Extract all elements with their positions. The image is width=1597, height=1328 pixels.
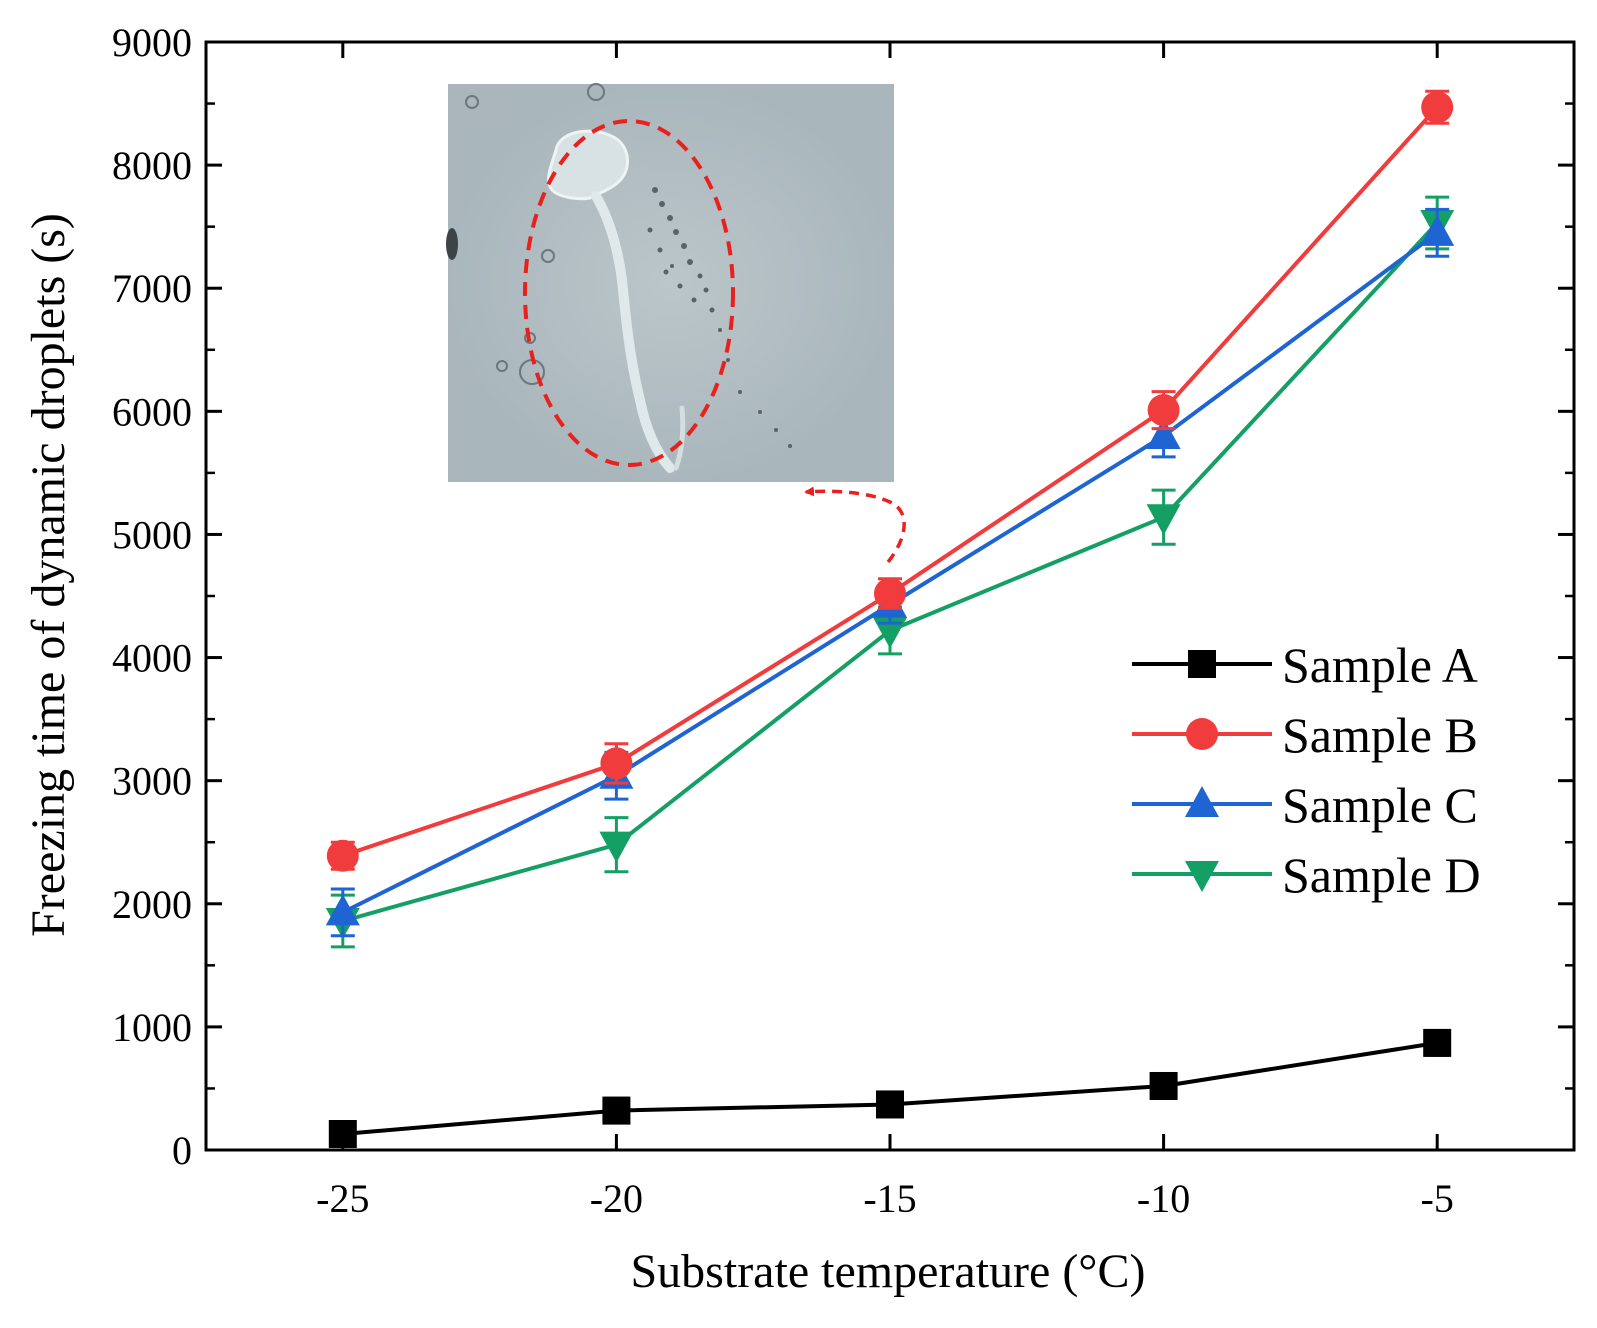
- sample-a-series: [328, 1028, 1452, 1148]
- sample-c-point: [325, 894, 360, 926]
- legend-label: Sample D: [1282, 847, 1481, 903]
- legend-marker: [1186, 718, 1218, 750]
- sample-a-point: [1149, 1071, 1178, 1100]
- inset-photo: [446, 83, 894, 482]
- y-tick-label: 9000: [112, 20, 192, 65]
- sample-a-point: [1423, 1028, 1452, 1057]
- x-tick-label: -25: [316, 1176, 369, 1221]
- sample-a-point: [328, 1119, 357, 1148]
- y-tick-label: 3000: [112, 759, 192, 804]
- legend-item-sample-b: Sample B: [1132, 707, 1478, 763]
- sample-b-point: [874, 577, 906, 610]
- sample-a-point: [876, 1090, 904, 1119]
- sample-b-point: [1421, 91, 1454, 124]
- legend-label: Sample A: [1282, 637, 1478, 693]
- droplet-trail-shape: [591, 191, 675, 473]
- y-tick-label: 4000: [112, 636, 192, 681]
- inset-pointer-arrow: [804, 486, 906, 564]
- inset-photo-shading: [448, 84, 894, 482]
- sample-c-point: [1146, 417, 1181, 449]
- legend-item-sample-a: Sample A: [1132, 637, 1478, 693]
- x-tick-label: -10: [1137, 1176, 1190, 1221]
- x-axis-title: Substrate temperature (°C): [630, 1245, 1145, 1298]
- x-axis-ticks: -25 -20 -15 -10 -5: [316, 42, 1454, 1221]
- sample-d-series: [325, 195, 1455, 949]
- sample-a-point: [602, 1096, 631, 1125]
- legend-item-sample-d: Sample D: [1132, 847, 1481, 903]
- sample-b-point: [1147, 394, 1180, 427]
- droplet-branch-shape: [673, 405, 686, 471]
- highlight-ellipse: [523, 119, 735, 467]
- sample-d-point: [599, 831, 634, 863]
- legend-label: Sample C: [1282, 777, 1478, 833]
- y-axis-title: Freezing time of dynamic droplets (s): [22, 213, 75, 937]
- y-tick-label: 7000: [112, 266, 192, 311]
- sample-d-point: [1146, 504, 1181, 536]
- x-tick-label: -15: [863, 1176, 916, 1221]
- sample-d-point: [873, 617, 907, 649]
- legend-marker: [1185, 786, 1219, 817]
- y-tick-label: 1000: [112, 1005, 192, 1050]
- legend-marker: [1185, 861, 1219, 892]
- x-tick-label: -20: [590, 1176, 643, 1221]
- y-tick-label: 6000: [112, 389, 192, 434]
- y-tick-label: 5000: [112, 512, 192, 557]
- y-tick-label: 2000: [112, 882, 192, 927]
- sample-a-line: [342, 1040, 1438, 1136]
- y-tick-label: 0: [172, 1128, 192, 1173]
- edge-spot: [446, 228, 458, 260]
- sample-b-point: [600, 747, 633, 780]
- x-tick-label: -5: [1421, 1176, 1454, 1221]
- droplet-head-shape: [547, 129, 629, 201]
- left-spots: [465, 83, 605, 385]
- sample-b-point: [326, 839, 359, 872]
- legend-item-sample-c: Sample C: [1132, 777, 1478, 833]
- y-axis-ticks: 0 1000 2000 3000 4000 5000 6000 7000 8000 9000: [112, 20, 1574, 1173]
- sample-c-point: [1420, 214, 1455, 246]
- data-series: [325, 89, 1455, 1148]
- legend-marker: [1188, 650, 1216, 678]
- sample-b-series: [326, 89, 1454, 872]
- legend-label: Sample B: [1282, 707, 1478, 763]
- y-tick-label: 8000: [112, 143, 192, 188]
- bubble-dots: [647, 187, 792, 448]
- legend: Sample A Sample B Sample C Sample D: [1132, 637, 1481, 903]
